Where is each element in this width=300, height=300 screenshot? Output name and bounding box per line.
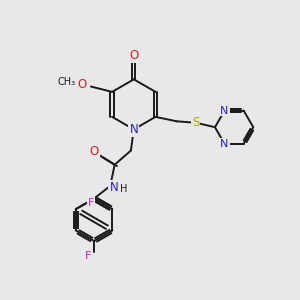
Text: CH₃: CH₃ — [57, 77, 75, 87]
Text: N: N — [220, 139, 229, 149]
Text: H: H — [120, 184, 127, 194]
Text: O: O — [77, 78, 86, 91]
Text: F: F — [88, 198, 94, 208]
Text: N: N — [220, 106, 229, 116]
Text: N: N — [110, 181, 118, 194]
Text: N: N — [129, 123, 138, 136]
Text: O: O — [129, 49, 138, 62]
Text: S: S — [192, 116, 200, 129]
Text: F: F — [84, 251, 91, 261]
Text: O: O — [89, 145, 99, 158]
